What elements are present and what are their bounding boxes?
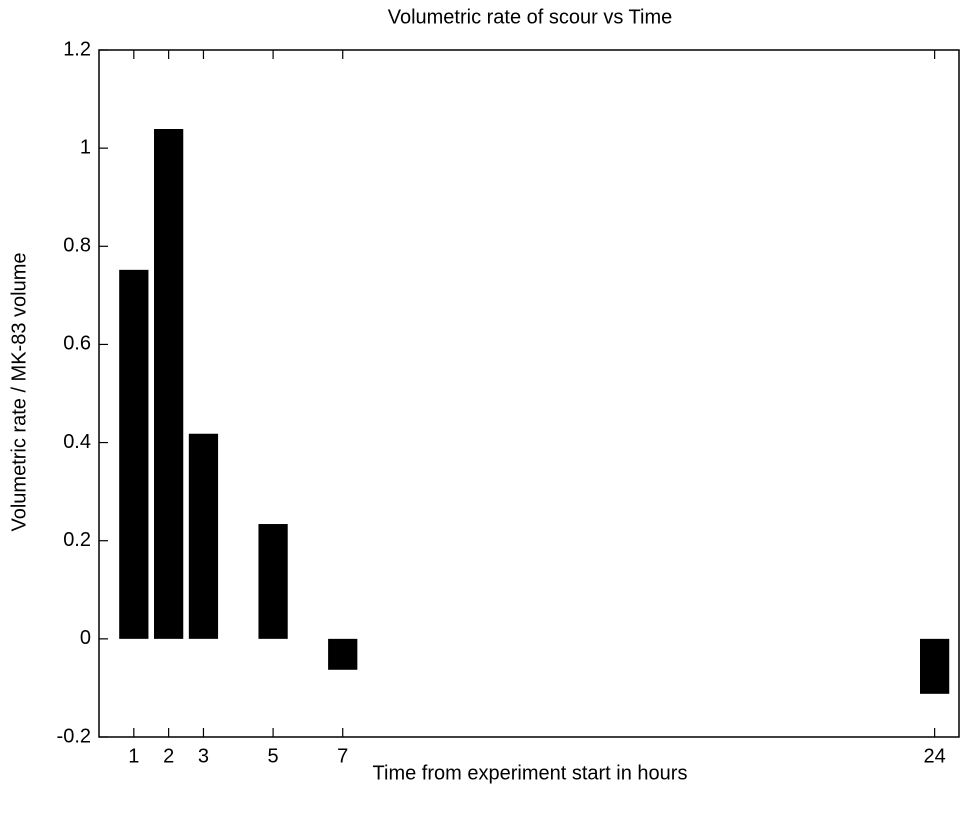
x-tick-label: 24 [924, 745, 946, 767]
x-tick-label: 7 [337, 745, 348, 767]
y-tick-label: 0.2 [63, 529, 91, 551]
y-tick-label: 0.8 [63, 235, 91, 257]
y-tick-label: 1 [80, 136, 91, 158]
y-tick-label: 1.2 [63, 38, 91, 60]
bar [328, 638, 358, 670]
x-tick-label: 1 [128, 745, 139, 767]
y-tick-label: 0.4 [63, 431, 91, 453]
bar [154, 129, 184, 639]
x-axis-label: Time from experiment start in hours [373, 762, 688, 784]
bar [258, 524, 288, 639]
bar [920, 638, 950, 694]
plot-frame [98, 49, 960, 738]
y-tick-label: 0.6 [63, 333, 91, 355]
x-tick-label: 5 [268, 745, 279, 767]
chart-title: Volumetric rate of scour vs Time [388, 6, 673, 28]
x-tick-label: 3 [198, 745, 209, 767]
x-tick-label: 2 [163, 745, 174, 767]
y-tick-label: 0 [80, 627, 91, 649]
bar [188, 433, 219, 639]
bar [119, 269, 149, 639]
y-axis-label: Volumetric rate / MK-83 volume [8, 253, 30, 532]
y-tick-label: -0.2 [57, 725, 91, 747]
